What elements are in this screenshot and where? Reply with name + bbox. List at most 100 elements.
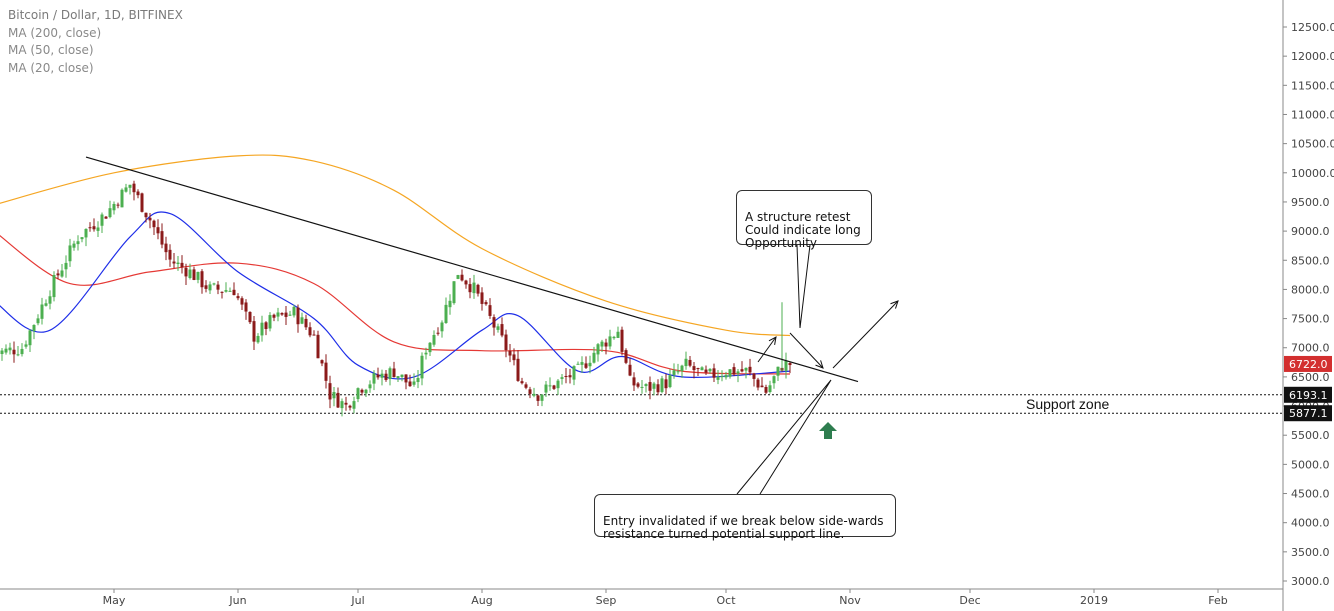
candle-up: [208, 284, 212, 291]
candle-down: [632, 377, 636, 386]
candle-up: [68, 245, 72, 262]
symbol-title: Bitcoin / Dollar, 1D, BITFINEX: [8, 8, 183, 22]
candle-down: [200, 271, 204, 288]
candle-down: [464, 280, 468, 285]
candle-down: [12, 349, 16, 355]
candle-down: [328, 383, 332, 400]
candle-up: [784, 361, 788, 371]
candle-up: [596, 344, 600, 355]
candle-down: [512, 354, 516, 361]
candle-up: [268, 315, 272, 329]
structure-retest-callout[interactable]: A structure retest Could indicate long O…: [736, 190, 872, 250]
candle-down: [436, 332, 440, 334]
indicator-ma200-label[interactable]: MA (200, close): [8, 25, 102, 40]
candle-up: [196, 271, 200, 280]
candle-up: [28, 330, 32, 346]
price-tick-label: 9000.0: [1291, 225, 1330, 238]
support-up-arrow-icon: [819, 422, 837, 439]
candle-up: [676, 371, 680, 373]
candle-up: [124, 187, 128, 192]
candle-up: [440, 322, 444, 332]
candle-up: [108, 208, 112, 218]
candle-up: [128, 184, 132, 188]
candle-up: [356, 388, 360, 400]
candle-down: [296, 307, 300, 325]
candle-down: [468, 284, 472, 293]
indicator-ma20-label[interactable]: MA (20, close): [8, 60, 94, 75]
candle-up: [420, 355, 424, 379]
price-tick-label: 10500.0: [1291, 138, 1334, 151]
candle-down: [360, 389, 364, 393]
candle-down: [656, 384, 660, 393]
arrow-head: [815, 360, 824, 369]
candle-up: [700, 367, 704, 371]
candle-down: [712, 368, 716, 378]
candle-down: [688, 359, 692, 366]
price-tick-label: 3000.0: [1291, 575, 1330, 588]
candle-down: [204, 285, 208, 289]
candle-up: [720, 376, 724, 378]
candle-down: [604, 342, 608, 347]
candle-down: [160, 231, 164, 245]
candle-up: [368, 384, 372, 389]
candle-up: [588, 362, 592, 367]
candle-up: [576, 363, 580, 365]
candle-down: [508, 351, 512, 356]
price-tick-label: 7000.0: [1291, 342, 1330, 355]
candle-down: [56, 273, 60, 276]
candle-down: [764, 386, 768, 393]
candle-down: [492, 317, 496, 328]
candle-up: [428, 342, 432, 353]
candle-down: [528, 389, 532, 394]
path-arrow-up-1: [757, 336, 777, 363]
candle-down: [320, 360, 324, 364]
candle-up: [640, 386, 644, 388]
candle-down: [664, 379, 668, 389]
candle-down: [392, 368, 396, 378]
candle-up: [444, 304, 448, 323]
chart-legend: Bitcoin / Dollar, 1D, BITFINEX MA (200, …: [8, 7, 183, 77]
entry-invalidated-pointer: [736, 379, 832, 495]
candle-up: [76, 241, 80, 245]
candle-down: [148, 217, 152, 221]
entry-invalidated-text: Entry invalidated if we break below side…: [603, 514, 884, 541]
candle-down: [404, 374, 408, 383]
price-tick-label: 5500.0: [1291, 429, 1330, 442]
candle-up: [540, 394, 544, 401]
candle-down: [164, 243, 168, 253]
candle-up: [24, 344, 28, 347]
arrow-head: [768, 336, 777, 345]
candle-down: [104, 216, 108, 219]
candle-down: [500, 324, 504, 336]
candle-up: [556, 380, 560, 389]
candle-down: [760, 385, 764, 388]
candle-down: [740, 369, 744, 372]
candle-down: [564, 375, 568, 377]
candle-up: [680, 365, 684, 372]
candle-down: [480, 292, 484, 304]
candle-down: [184, 267, 188, 277]
price-tick-label: 8000.0: [1291, 283, 1330, 296]
candle-down: [748, 366, 752, 373]
candle-up: [768, 385, 772, 393]
candle-up: [716, 376, 720, 380]
candle-down: [568, 375, 572, 378]
indicator-ma50-label[interactable]: MA (50, close): [8, 43, 94, 57]
candle-up: [456, 275, 460, 279]
entry-invalidated-callout[interactable]: Entry invalidated if we break below side…: [594, 494, 896, 541]
candle-up: [600, 341, 604, 347]
candle-down: [704, 369, 708, 373]
candle-up: [364, 389, 368, 394]
candle-up: [612, 336, 616, 339]
candle-down: [624, 350, 628, 363]
candle-down: [732, 367, 736, 375]
candle-up: [72, 243, 76, 248]
upper-support-tag-bg: [1284, 386, 1332, 403]
candle-down: [316, 334, 320, 359]
candle-down: [336, 392, 340, 408]
candle-down: [348, 405, 352, 408]
candle-up: [388, 368, 392, 380]
candle-down: [156, 227, 160, 234]
candle-down: [172, 261, 176, 264]
